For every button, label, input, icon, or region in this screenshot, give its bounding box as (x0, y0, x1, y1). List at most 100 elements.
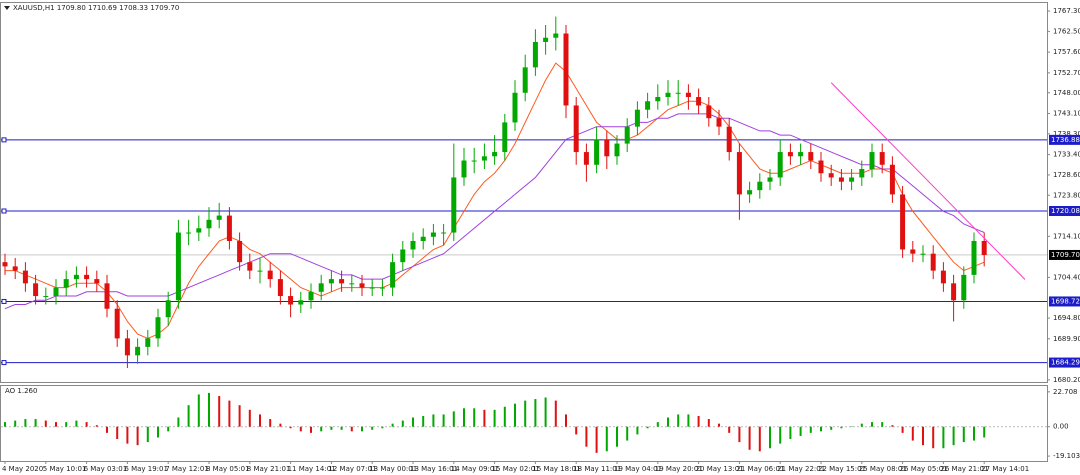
y-tick-label: 1704.40 (1053, 273, 1080, 281)
candle-body (165, 300, 171, 318)
candle-body (379, 287, 385, 289)
candle-body (430, 232, 436, 237)
x-tick-label: 15 May 18:01 (532, 465, 580, 473)
candle-body (747, 190, 753, 195)
candle-body (798, 152, 804, 157)
candle-body (175, 232, 181, 301)
x-tick-label: 26 May 05:01 (900, 465, 948, 473)
candle-body (124, 338, 130, 356)
y-tick-label: 1694.80 (1053, 314, 1080, 322)
candle-body (471, 160, 477, 162)
candle-body (63, 279, 69, 288)
candle-body (441, 232, 447, 234)
candle-body (410, 240, 416, 250)
candle-body (849, 177, 855, 182)
x-tick-label: 27 May 14:01 (981, 465, 1029, 473)
candle-body (247, 262, 253, 271)
candle-body (186, 232, 192, 234)
y-tick-label: -19.103 (1053, 452, 1080, 460)
x-tick-label: 21 May 22:01 (777, 465, 825, 473)
indicator-panel (0, 385, 1048, 462)
level-label-box (1049, 134, 1080, 145)
candle-body (777, 152, 783, 178)
x-tick-label: 6 May 19:01 (124, 465, 168, 473)
y-tick-label: 1748.00 (1053, 89, 1080, 97)
candle-body (889, 164, 895, 195)
x-tick-label: 8 May 05:01 (206, 465, 250, 473)
candle-body (930, 253, 936, 271)
candle-body (288, 296, 294, 305)
x-tick-label: 18 May 11:01 (573, 465, 621, 473)
candle-body (879, 152, 885, 165)
candle-body (22, 270, 28, 284)
level-handle (1, 360, 7, 366)
candle-body (726, 126, 732, 153)
candle-body (237, 240, 243, 263)
y-tick-label: 1743.10 (1053, 110, 1080, 118)
y-tick-label: 1680.20 (1053, 376, 1080, 384)
candle-body (400, 249, 406, 263)
candle-body (583, 152, 589, 165)
candle-body (940, 270, 946, 284)
level-label: 1698.72 (1051, 297, 1080, 305)
y-tick-label: 0.00 (1053, 423, 1069, 431)
candle-body (971, 240, 977, 275)
y-tick-label: 1689.90 (1053, 335, 1080, 343)
candle-body (961, 274, 967, 301)
candle-body (532, 41, 538, 68)
candle-body (53, 287, 59, 297)
candle-body (481, 156, 487, 161)
last-price-box (1049, 249, 1080, 260)
x-tick-label: 22 May 15:01 (818, 465, 866, 473)
candle-body (369, 287, 375, 289)
candle-body (390, 262, 396, 288)
candle-body (308, 291, 314, 301)
level-label: 1720.08 (1051, 207, 1080, 215)
candle-body (696, 97, 702, 106)
candle-body (920, 253, 926, 255)
candle-body (226, 215, 232, 241)
y-tick-label: 1738.30 (1053, 130, 1080, 138)
candle-body (12, 266, 18, 271)
x-tick-label: 19 May 04:01 (614, 465, 662, 473)
x-tick-label: 13 May 16:01 (410, 465, 458, 473)
candle-body (420, 236, 426, 241)
level-handle (1, 137, 7, 143)
candle-body (614, 143, 620, 157)
candle-body (951, 283, 957, 301)
chart-title: XAUUSD,H1 1709.80 1710.69 1708.33 1709.7… (13, 4, 179, 12)
candle-body (216, 215, 222, 220)
level-label: 1684.29 (1051, 359, 1080, 367)
candle-body (859, 168, 865, 178)
candle-body (135, 346, 141, 356)
level-label-box (1049, 296, 1080, 307)
candle-body (104, 283, 110, 309)
candle-body (328, 279, 334, 284)
candle-body (359, 283, 365, 288)
main-panel (0, 2, 1048, 383)
y-tick-label: 22.708 (1053, 388, 1078, 396)
candle-body (33, 283, 39, 297)
candle-body (155, 317, 161, 339)
x-tick-label: 5 May 10:01 (43, 465, 87, 473)
x-tick-label: 8 May 21:01 (247, 465, 291, 473)
candle-body (655, 97, 661, 102)
candle-body (818, 160, 824, 174)
candle-body (563, 33, 569, 106)
level-handle (1, 298, 7, 304)
candle-body (339, 279, 345, 284)
candle-body (910, 249, 916, 254)
x-tick-label: 25 May 08:01 (859, 465, 907, 473)
candle-body (869, 152, 875, 169)
y-tick-label: 1757.60 (1053, 48, 1080, 56)
candle-body (553, 33, 559, 38)
x-tick-label: 26 May 21:01 (940, 465, 988, 473)
candle-body (267, 270, 273, 280)
candle-body (451, 177, 457, 233)
level-label: 1736.88 (1051, 136, 1080, 144)
candle-body (675, 92, 681, 94)
x-tick-label: 11 May 14:01 (288, 465, 336, 473)
indicator-title: AO 1.260 (5, 387, 37, 395)
y-tick-label: 1767.30 (1053, 7, 1080, 15)
candle-body (767, 177, 773, 182)
